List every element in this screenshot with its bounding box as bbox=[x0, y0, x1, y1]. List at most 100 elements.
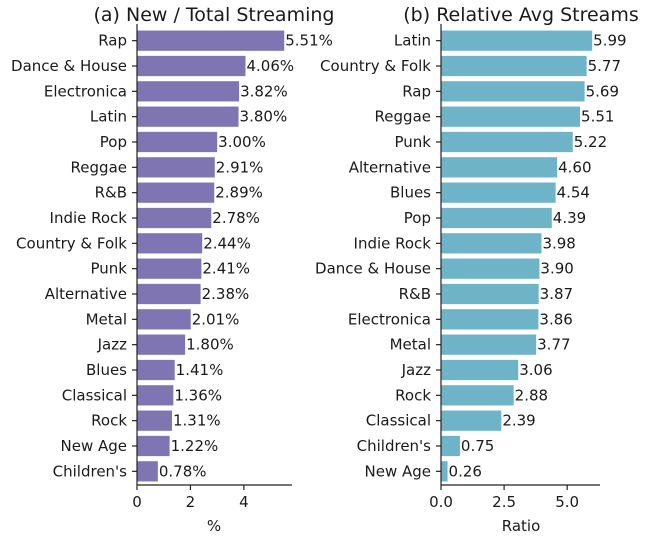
bar bbox=[441, 131, 573, 153]
bar bbox=[441, 157, 558, 178]
bar bbox=[441, 81, 585, 102]
bar bbox=[441, 461, 448, 482]
category-label: Pop bbox=[404, 209, 431, 227]
bar bbox=[441, 233, 542, 254]
bar bbox=[137, 309, 191, 330]
panel-new-total-streaming: (a) New / Total Streaming % Rap 5.51% Danc… bbox=[11, 4, 334, 535]
value-label: 1.31% bbox=[173, 412, 221, 430]
bar bbox=[137, 106, 239, 127]
value-label: 4.60 bbox=[558, 158, 591, 176]
category-label: Dance & House bbox=[315, 260, 431, 278]
x-axis-label: % bbox=[207, 517, 221, 535]
category-label: Blues bbox=[86, 361, 127, 379]
bar bbox=[137, 233, 203, 254]
chart-title: (b) Relative Avg Streams bbox=[403, 4, 638, 26]
x-tick-label: 0 bbox=[132, 493, 142, 511]
bar bbox=[137, 334, 186, 355]
category-label: Indie Rock bbox=[50, 209, 128, 227]
category-label: Jazz bbox=[97, 336, 127, 354]
value-label: 1.41% bbox=[176, 361, 224, 379]
x-tick-label: 2 bbox=[186, 493, 196, 511]
value-label: 3.98 bbox=[542, 234, 575, 252]
bar bbox=[441, 385, 514, 406]
category-label: Country & Folk bbox=[320, 57, 431, 75]
category-label: Pop bbox=[100, 133, 127, 151]
category-label: Punk bbox=[91, 260, 128, 278]
category-label: Electronica bbox=[348, 310, 431, 328]
bar bbox=[137, 131, 218, 153]
bar bbox=[137, 81, 240, 102]
chart-title: (a) New / Total Streaming bbox=[94, 4, 335, 26]
category-label: Dance & House bbox=[11, 57, 127, 75]
value-label: 3.77 bbox=[537, 336, 570, 354]
bar bbox=[137, 461, 158, 482]
value-label: 1.22% bbox=[171, 437, 219, 455]
bar bbox=[137, 258, 202, 279]
value-label: 1.80% bbox=[186, 336, 234, 354]
value-label: 4.39 bbox=[553, 209, 586, 227]
bar bbox=[137, 385, 174, 406]
value-label: 5.77 bbox=[588, 57, 621, 75]
category-label: New Age bbox=[365, 462, 432, 480]
x-tick-label: 5.0 bbox=[555, 493, 579, 511]
category-label: Classical bbox=[62, 386, 127, 404]
x-axis-label: Ratio bbox=[502, 517, 541, 535]
category-label: Jazz bbox=[401, 361, 431, 379]
bar bbox=[441, 435, 460, 457]
category-label: Reggae bbox=[375, 108, 431, 126]
category-label: New Age bbox=[61, 437, 128, 455]
value-label: 2.44% bbox=[203, 234, 251, 252]
category-label: Rap bbox=[402, 82, 431, 100]
category-label: Blues bbox=[390, 184, 431, 202]
value-label: 4.54 bbox=[557, 184, 590, 202]
bar bbox=[441, 283, 539, 305]
panel-relative-avg-streams: (b) Relative Avg Streams Ratio Latin 5.99… bbox=[315, 4, 639, 535]
category-label: Latin bbox=[394, 32, 431, 50]
value-label: 2.78% bbox=[212, 209, 260, 227]
value-label: 3.90 bbox=[540, 260, 573, 278]
bar bbox=[137, 182, 215, 203]
bar bbox=[441, 182, 556, 203]
category-label: Reggae bbox=[71, 158, 127, 176]
bar bbox=[137, 283, 201, 305]
category-label: Latin bbox=[90, 108, 127, 126]
category-label: Metal bbox=[86, 310, 127, 328]
value-label: 0.78% bbox=[159, 462, 207, 480]
bar bbox=[137, 359, 175, 381]
bar bbox=[441, 359, 519, 381]
value-label: 3.06 bbox=[519, 361, 552, 379]
value-label: 2.38% bbox=[202, 285, 250, 303]
category-label: Rap bbox=[98, 32, 127, 50]
category-label: R&B bbox=[399, 285, 431, 303]
bar bbox=[137, 157, 215, 178]
value-label: 2.41% bbox=[202, 260, 250, 278]
bar bbox=[137, 435, 170, 457]
value-label: 0.75 bbox=[461, 437, 494, 455]
bar bbox=[137, 55, 246, 77]
value-label: 5.99 bbox=[593, 32, 626, 50]
bar bbox=[441, 258, 540, 279]
category-label: Rock bbox=[395, 386, 431, 404]
value-label: 2.89% bbox=[215, 184, 263, 202]
bar bbox=[441, 106, 581, 127]
bar bbox=[137, 207, 212, 229]
category-label: Classical bbox=[366, 412, 431, 430]
value-label: 0.26 bbox=[449, 462, 482, 480]
category-label: Punk bbox=[395, 133, 432, 151]
category-label: R&B bbox=[95, 184, 127, 202]
x-tick-label: 2.5 bbox=[492, 493, 516, 511]
value-label: 5.69 bbox=[586, 82, 619, 100]
value-label: 3.87 bbox=[540, 285, 573, 303]
value-label: 3.00% bbox=[218, 133, 266, 151]
value-label: 2.88 bbox=[515, 386, 548, 404]
value-label: 3.86 bbox=[539, 310, 572, 328]
bar bbox=[137, 30, 285, 51]
value-label: 5.22 bbox=[574, 133, 607, 151]
category-label: Children's bbox=[357, 437, 432, 455]
value-label: 2.91% bbox=[216, 158, 264, 176]
value-label: 4.06% bbox=[247, 57, 295, 75]
category-label: Metal bbox=[390, 336, 431, 354]
x-tick-label: 0.0 bbox=[429, 493, 453, 511]
value-label: 5.51% bbox=[285, 32, 333, 50]
value-label: 3.80% bbox=[240, 108, 288, 126]
